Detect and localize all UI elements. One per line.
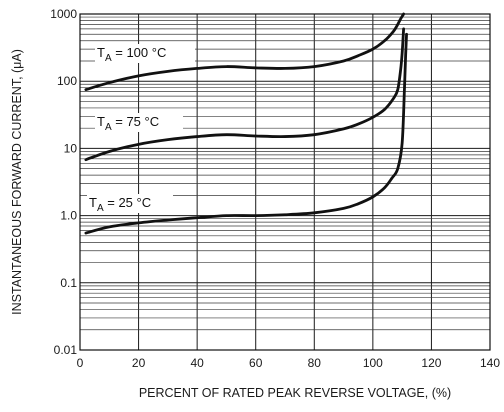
y-tick-label: 0.01 <box>54 343 78 357</box>
x-tick-label: 0 <box>77 356 84 370</box>
series-label-rest: = 25 °C <box>104 195 151 210</box>
curve-labels: TA = 100 °CTA = 75 °CTA = 25 °C <box>87 44 195 214</box>
x-tick-labels: 0 20 40 60 80 100 120 140 <box>77 356 501 370</box>
y-tick-label: 10 <box>64 141 78 155</box>
x-tick-label: 60 <box>249 356 263 370</box>
series-label-sub: A <box>97 203 104 214</box>
y-tick-label: 1.0 <box>60 209 77 223</box>
series-label-main: T <box>89 195 97 210</box>
x-tick-label: 80 <box>308 356 322 370</box>
series-label-bg <box>95 113 183 132</box>
series-label-bg <box>95 44 195 63</box>
series-label-2: TA = 25 °C <box>89 195 151 214</box>
x-tick-label: 40 <box>190 356 204 370</box>
series-label-1: TA = 75 °C <box>97 114 159 133</box>
y-tick-label: 0.1 <box>60 276 77 290</box>
series-line-2 <box>84 32 408 235</box>
series-line-1 <box>84 27 406 162</box>
y-axis-title: INSTANTANEOUS FORWARD CURRENT, (μA) <box>10 49 24 315</box>
series-label-rest: = 75 °C <box>112 114 159 129</box>
x-tick-label: 20 <box>132 356 146 370</box>
series-label-sub: A <box>105 122 112 133</box>
series-label-sub: A <box>105 53 112 64</box>
x-axis-title: PERCENT OF RATED PEAK REVERSE VOLTAGE, (… <box>139 386 451 400</box>
series-label-main: T <box>97 114 105 129</box>
plot-frame <box>79 13 491 351</box>
y-tick-labels: 0.01 0.1 1.0 10 100 1000 <box>50 7 77 357</box>
series-label-0: TA = 100 °C <box>97 45 166 64</box>
series-label-main: T <box>97 45 105 60</box>
series-label-bg <box>87 194 173 213</box>
series-line-0 <box>84 12 406 91</box>
x-tick-label: 120 <box>421 356 441 370</box>
curves <box>84 12 408 235</box>
x-tick-label: 100 <box>363 356 383 370</box>
y-tick-label: 100 <box>57 74 77 88</box>
series-label-rest: = 100 °C <box>112 45 167 60</box>
x-tick-label: 140 <box>480 356 500 370</box>
y-tick-label: 1000 <box>50 7 77 21</box>
